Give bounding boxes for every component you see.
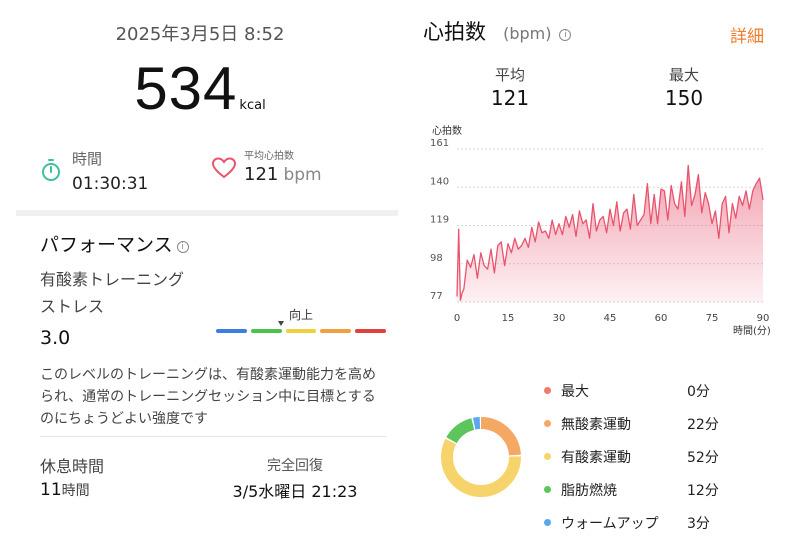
x-tick-label: 60 [655,313,668,324]
stress-scale-segment [216,329,247,333]
zone-donut-slice [441,417,521,497]
hr-area-fill [457,165,763,302]
hr-max-value: 150 [664,86,704,110]
zone-legend-item: ウォームアップ 3分 [544,506,784,539]
stress-scale [216,328,386,334]
duration-label: 時間 [72,150,103,168]
zone-color-dot [544,420,551,427]
zone-legend-item: 無酸素運動 22分 [544,407,784,440]
zone-label: 脂肪燃焼 [561,482,617,499]
avg-hr-unit: bpm [283,165,322,185]
zone-legend-item: 脂肪燃焼 12分 [544,473,784,506]
full-recovery-value: 3/5水曜日 21:23 [232,482,358,501]
zone-color-dot [544,453,551,460]
recovery-divider [40,436,386,437]
detail-link[interactable]: 詳細 [730,27,764,47]
avg-hr-value: 121 [244,164,279,185]
y-tick-label: 161 [430,138,449,149]
x-axis-label: 時間(分) [733,325,771,337]
info-icon[interactable]: i [176,241,189,253]
zone-legend-item: 最大 0分 [544,374,784,407]
zone-color-dot [544,387,551,394]
heart-rate-title: 心拍数 [423,20,486,44]
zone-minutes: 3分 [687,515,710,532]
calories-value: 534 [134,55,238,122]
zone-label: ウォームアップ [561,515,659,532]
stress-scale-segment [355,329,386,333]
rest-time-value: 11 [40,480,62,500]
stress-value: 3.0 [40,327,71,349]
hr-series-line [456,164,764,301]
hr-avg-value: 121 [490,86,530,110]
hr-max-label: 最大 [668,66,699,84]
heart-rate-unit: (bpm) [503,24,552,43]
heart-rate-header: 心拍数 (bpm) i [423,16,572,46]
x-tick-label: 90 [757,313,770,324]
stress-scale-segment [320,329,352,333]
rest-time-unit: 時間 [61,483,90,499]
calories-display: 534 kcal [0,54,400,123]
rest-time-label: 休息時間 [40,457,105,476]
heart-rate-panel: 心拍数 (bpm) i 詳細 平均 121 最大 150 心拍数 161 140 119… [400,0,800,557]
zone-minutes: 52分 [687,449,719,466]
stress-label-line1: 有酸素トレーニング [40,270,185,289]
zone-color-dot [544,486,551,493]
performance-title-text: パフォーマンス [40,234,173,256]
zone-minutes: 12分 [687,482,719,499]
stopwatch-icon [42,159,60,181]
y-axis-label: 心拍数 [432,124,462,137]
stress-scale-segment [250,329,282,333]
rest-time-display: 11時間 [40,480,90,500]
x-tick-label: 30 [553,313,566,324]
performance-title: パフォーマンス i [40,230,189,257]
zone-legend: 最大 0分無酸素運動 22分有酸素運動 52分脂肪燃焼 12分ウォームアップ 3分 [544,374,784,539]
stress-marker [277,321,284,326]
avg-hr-label: 平均心拍数 [244,151,294,162]
zone-color-dot [544,519,551,526]
x-tick-label: 75 [706,313,719,324]
calories-unit: kcal [239,98,266,113]
zone-label: 無酸素運動 [561,416,631,433]
zone-label: 最大 [561,383,589,400]
duration-value: 01:30:31 [72,174,149,194]
performance-description: このレベルのトレーニングは、有酸素運動能力を高められ、通常のトレーニングセッショ… [40,367,376,427]
full-recovery-label: 完全回復 [267,458,323,474]
trend-label: 向上 [288,308,313,322]
workout-datetime: 2025年3月5日 8:52 [115,24,285,45]
zone-legend-item: 有酸素運動 52分 [544,440,784,473]
y-tick-label: 98 [430,253,443,264]
y-tick-label: 140 [430,176,449,187]
x-tick-label: 0 [454,313,460,324]
zone-minutes: 22分 [687,416,719,433]
hr-avg-label: 平均 [494,66,525,84]
x-tick-label: 45 [604,313,617,324]
section-divider [16,210,398,216]
y-tick-label: 119 [430,215,449,226]
heart-icon [211,157,237,179]
zone-minutes: 0分 [687,383,710,400]
workout-summary-panel: 2025年3月5日 8:52 534 kcal 時間 01:30:31 平均心拍数… [0,24,400,501]
avg-hr-display: 121 bpm [244,164,322,185]
zone-donut-slice [441,417,521,497]
y-tick-label: 77 [430,291,443,302]
x-tick-label: 15 [502,313,515,324]
stress-scale-segment [285,329,317,333]
zone-label: 有酸素運動 [561,449,631,466]
zone-donut-chart [441,417,521,497]
info-icon[interactable]: i [559,29,572,41]
stress-label-line2: ストレス [40,297,105,316]
